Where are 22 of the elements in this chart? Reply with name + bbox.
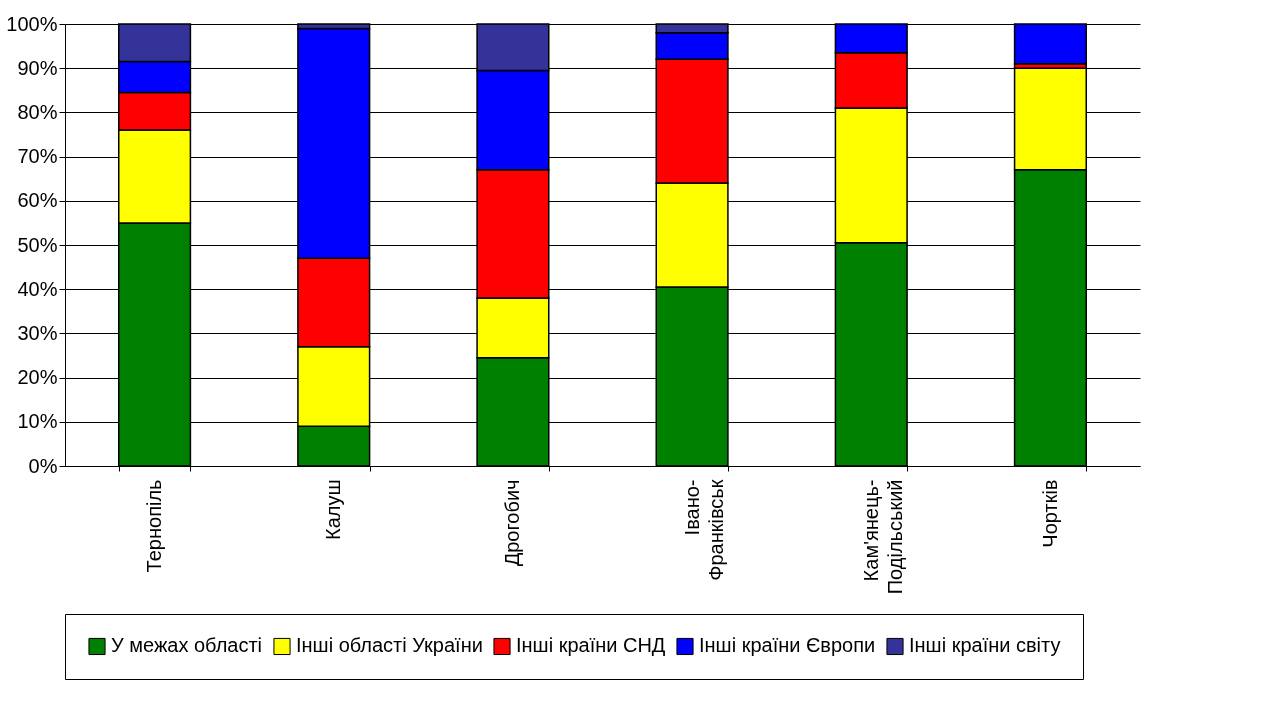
legend-label: У межах області <box>111 634 263 657</box>
x-tick-label: Дрогобич <box>501 479 524 567</box>
y-tick-label: 30% <box>17 321 58 344</box>
x-tick-label: Чортків <box>1038 479 1061 548</box>
y-tick-label: 60% <box>17 189 58 212</box>
y-tick-label: 100% <box>6 12 58 35</box>
y-tick-label: 80% <box>17 100 58 123</box>
x-tick-label: Івано-Франківськ <box>680 479 727 581</box>
x-tick-label: Тернопіль <box>143 479 166 573</box>
y-tick-label: 40% <box>17 277 58 300</box>
legend-label: Інші області України <box>296 634 483 657</box>
y-tick-label: 10% <box>17 410 58 433</box>
y-tick-label: 50% <box>17 233 58 256</box>
y-tick-label: 20% <box>17 366 58 389</box>
legend-label: Інші країни Європи <box>699 634 876 657</box>
y-tick-label: 70% <box>17 145 58 168</box>
legend-label: Інші країни світу <box>909 634 1061 657</box>
y-tick-label: 0% <box>28 454 58 477</box>
y-tick-label: 90% <box>17 56 58 79</box>
x-tick-label: Калуш <box>322 479 345 540</box>
legend-label: Інші країни СНД <box>516 634 666 657</box>
x-tick-label: Кам'янець-Подільський <box>859 479 906 595</box>
